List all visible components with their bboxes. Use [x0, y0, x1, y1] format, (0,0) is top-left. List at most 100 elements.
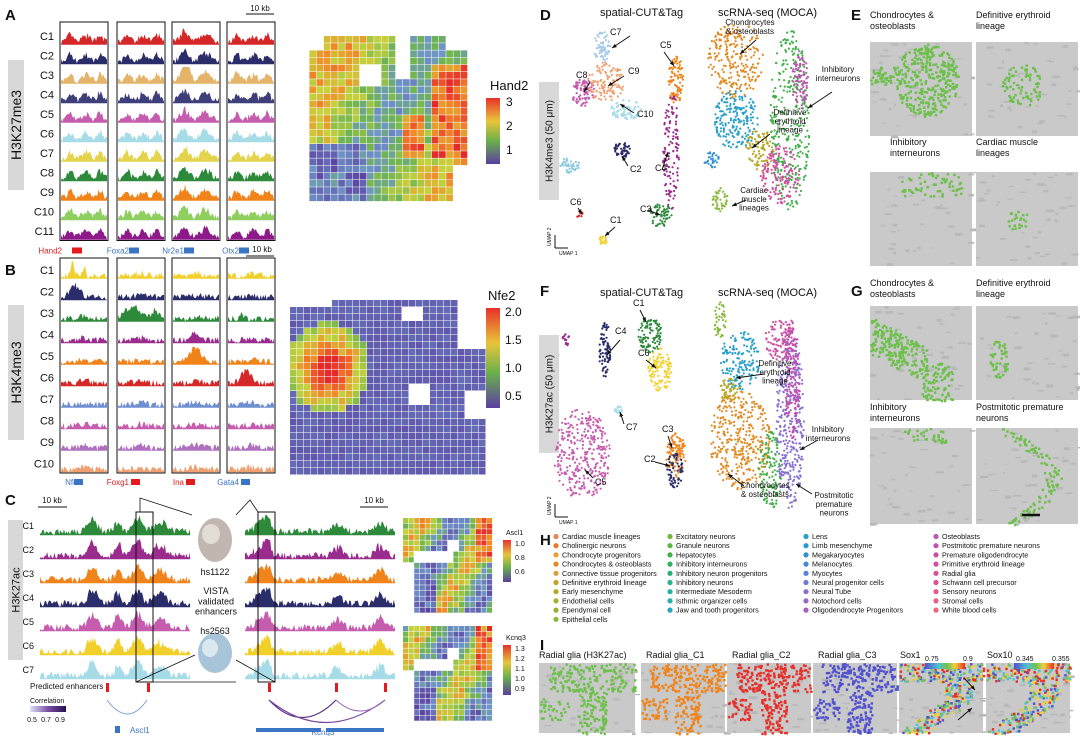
map-pixel — [324, 94, 331, 101]
spot — [929, 58, 931, 60]
umap-point — [747, 127, 749, 129]
umap-point — [566, 169, 568, 171]
map-pixel — [437, 405, 444, 412]
umap-point — [672, 197, 674, 199]
umap-point — [653, 216, 655, 218]
coverage-track — [118, 293, 164, 300]
map-pixel — [451, 307, 458, 314]
spot — [947, 79, 949, 81]
map-pixel — [346, 349, 353, 356]
tissue-speck — [1032, 237, 1037, 239]
map-pixel — [453, 58, 460, 65]
map-pixel — [339, 363, 346, 370]
umap-point — [683, 454, 685, 456]
map-pixel — [304, 377, 311, 384]
map-pixel — [437, 356, 444, 363]
map-pixel — [403, 529, 408, 534]
map-pixel — [346, 426, 353, 433]
map-pixel — [309, 86, 316, 93]
map-pixel — [437, 676, 442, 681]
map-pixel — [402, 433, 409, 440]
map-pixel — [476, 585, 481, 590]
spot — [927, 44, 929, 46]
map-pixel — [367, 370, 374, 377]
umap-point — [616, 114, 618, 116]
cluster-label: C9 — [40, 187, 54, 199]
map-pixel — [402, 328, 409, 335]
map-pixel — [332, 468, 339, 475]
map-pixel — [487, 676, 492, 681]
map-pixel — [470, 580, 475, 585]
cluster-label: C10 — [34, 207, 54, 219]
tissue-speck — [946, 60, 951, 61]
tissue-speck — [1071, 254, 1078, 256]
cluster-label: C5 — [22, 617, 34, 627]
umap-point — [611, 99, 613, 101]
map-pixel — [345, 194, 352, 201]
spot — [904, 60, 906, 62]
umap-point — [764, 163, 766, 165]
umap-point — [779, 145, 781, 147]
map-pixel — [453, 665, 458, 670]
spot — [933, 183, 935, 185]
map-pixel — [437, 398, 444, 405]
umap-point — [745, 55, 747, 57]
map-pixel — [476, 608, 481, 613]
umap-point — [759, 136, 761, 138]
umap-point — [793, 52, 795, 54]
umap-point — [782, 39, 784, 41]
umap-point — [733, 121, 735, 123]
map-pixel — [470, 608, 475, 613]
map-pixel — [360, 137, 367, 144]
map-pixel — [367, 377, 374, 384]
umap-point — [659, 341, 661, 343]
umap-point — [728, 141, 730, 143]
map-pixel — [381, 187, 388, 194]
umap-point — [723, 114, 725, 116]
umap-point — [718, 133, 720, 135]
umap-point — [730, 131, 732, 133]
map-pixel — [345, 58, 352, 65]
map-pixel — [395, 356, 402, 363]
map-pixel — [472, 454, 479, 461]
map-pixel — [431, 546, 436, 551]
map-pixel — [409, 321, 416, 328]
map-pixel — [395, 335, 402, 342]
umap-point — [770, 131, 772, 133]
colorbar-tick: 0.8 — [515, 555, 525, 562]
umap-point — [728, 60, 730, 62]
map-pixel — [381, 307, 388, 314]
umap-point — [663, 217, 665, 219]
map-pixel — [345, 137, 352, 144]
map-pixel — [470, 648, 475, 653]
map-pixel — [338, 173, 345, 180]
map-pixel — [396, 115, 403, 122]
umap-point — [658, 338, 660, 340]
map-pixel — [360, 58, 367, 65]
map-pixel — [318, 391, 325, 398]
umap-point — [676, 436, 678, 438]
umap-point — [679, 64, 681, 66]
spot — [921, 48, 923, 50]
umap-point — [781, 64, 783, 66]
umap-point — [805, 77, 807, 79]
map-pixel — [367, 94, 374, 101]
spot — [925, 65, 927, 67]
map-pixel — [442, 704, 447, 709]
umap-point — [711, 74, 713, 76]
umap-point — [657, 356, 659, 358]
map-pixel — [381, 321, 388, 328]
umap-axis-label: UMAP 1 — [559, 251, 578, 257]
umap-point — [675, 60, 677, 62]
map-pixel — [481, 632, 486, 637]
map-pixel — [346, 307, 353, 314]
map-pixel — [325, 314, 332, 321]
umap-point — [603, 322, 605, 324]
spot — [872, 77, 874, 79]
umap-point — [617, 95, 619, 97]
coverage-track — [61, 32, 107, 45]
map-pixel — [345, 65, 352, 72]
map-pixel — [403, 151, 410, 158]
map-pixel — [317, 79, 324, 86]
map-pixel — [430, 307, 437, 314]
